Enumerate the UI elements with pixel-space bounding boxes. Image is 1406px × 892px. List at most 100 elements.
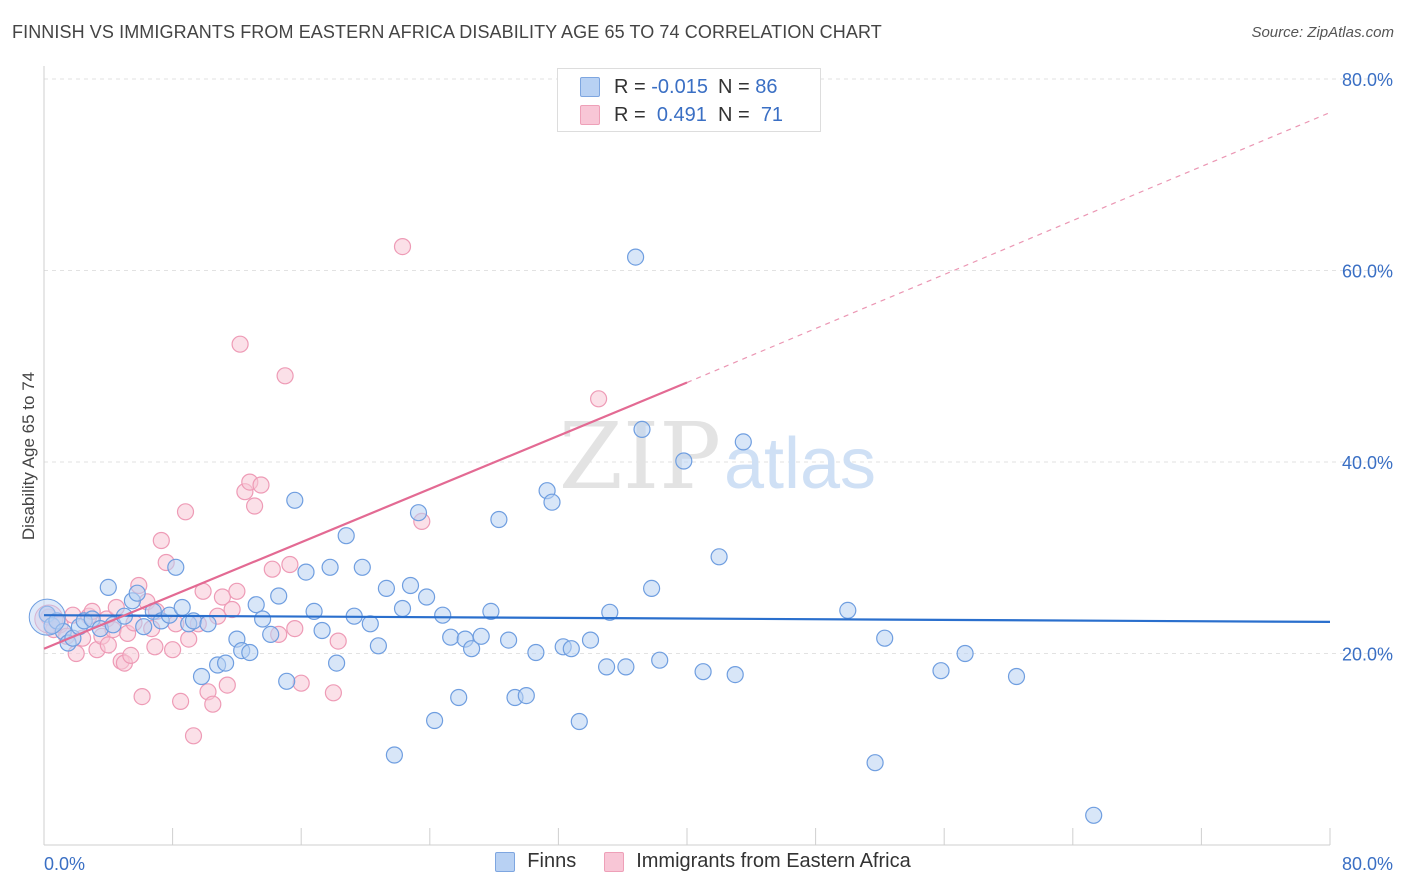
finns-point xyxy=(839,601,857,620)
finns-point xyxy=(710,548,728,566)
immigrants-point xyxy=(213,588,231,606)
immigrants-point xyxy=(184,727,203,745)
finns-point xyxy=(426,711,444,730)
immigrants-point xyxy=(276,367,294,385)
stats-row-finns: R = -0.015 N = 86 xyxy=(580,72,778,102)
finns-point xyxy=(313,621,331,640)
finns-point xyxy=(450,688,468,707)
finns-point xyxy=(726,665,744,684)
y-tick-label: 40.0% xyxy=(1342,453,1393,473)
finns-point xyxy=(337,527,355,545)
finns-point xyxy=(866,754,884,772)
finns-point xyxy=(270,587,288,605)
finns-swatch xyxy=(580,77,600,97)
finns-point xyxy=(626,248,645,266)
finns-point xyxy=(369,637,387,655)
finns-swatch xyxy=(495,851,516,872)
finns-point xyxy=(199,615,217,633)
legend-label: Immigrants from Eastern Africa xyxy=(636,850,911,872)
immigrants-point xyxy=(164,641,182,659)
finns-point xyxy=(527,643,545,662)
finns-point xyxy=(597,658,616,676)
r-value: -0.015 xyxy=(651,75,708,98)
legend-label: Finns xyxy=(527,850,577,872)
finns-point xyxy=(128,584,146,602)
finns-point xyxy=(286,491,304,509)
finns-point xyxy=(490,510,508,529)
immigrants-point xyxy=(172,692,190,711)
immigrants-point xyxy=(263,560,281,578)
finns-point xyxy=(361,615,379,633)
immigrants-point xyxy=(223,600,241,619)
immigrants-point xyxy=(292,674,310,692)
immigrants-point xyxy=(281,555,299,574)
immigrants-trend-line xyxy=(43,381,688,650)
stats-legend: R = -0.015 N = 86 R = 0.491 N = 71 xyxy=(557,68,821,132)
finns-point xyxy=(173,598,191,617)
immigrants-point xyxy=(589,390,608,408)
legend-item-immigrants[interactable]: Immigrants from Eastern Africa xyxy=(604,850,911,873)
finns-point xyxy=(192,667,211,686)
n-value: 71 xyxy=(760,103,784,126)
immigrants-trend-extension xyxy=(686,111,1331,384)
y-tick-label: 60.0% xyxy=(1342,262,1393,282)
finns-point xyxy=(217,654,235,672)
finns-point xyxy=(1007,667,1026,686)
source-credit: Source: ZipAtlas.com xyxy=(1251,24,1394,41)
finns-point xyxy=(167,558,185,576)
r-label: R = xyxy=(614,75,646,98)
finns-trend-line xyxy=(43,614,1331,624)
finns-point xyxy=(409,504,428,522)
finns-point xyxy=(1085,806,1103,824)
finns-point xyxy=(321,558,339,576)
immigrants-point xyxy=(231,335,249,353)
finns-point xyxy=(876,629,894,647)
finns-point xyxy=(617,658,635,676)
finns-point xyxy=(297,563,315,581)
finns-point xyxy=(377,579,395,598)
finns-point xyxy=(254,610,272,628)
finns-point xyxy=(570,712,588,731)
r-value: 0.491 xyxy=(656,103,707,126)
x-tick-label: 0.0% xyxy=(44,854,85,874)
immigrants-point xyxy=(246,497,264,515)
immigrants-point xyxy=(133,687,151,706)
finns-point xyxy=(305,602,323,621)
finns-point xyxy=(500,631,518,649)
finns-point xyxy=(543,493,561,511)
immigrants-point xyxy=(393,238,412,256)
n-value: 86 xyxy=(755,75,778,98)
finns-point xyxy=(99,578,117,597)
immigrants-point xyxy=(218,676,236,694)
y-axis-label: Disability Age 65 to 74 xyxy=(19,372,38,540)
immigrants-point xyxy=(122,646,140,665)
series-legend: Finns Immigrants from Eastern Africa xyxy=(0,850,1406,873)
finns-point xyxy=(418,588,436,606)
finns-point xyxy=(517,686,535,705)
y-tick-label: 20.0% xyxy=(1342,645,1393,665)
n-label: N = xyxy=(718,103,750,126)
finns-point xyxy=(562,640,580,658)
immigrants-point xyxy=(324,684,342,702)
finns-point xyxy=(328,654,346,672)
finns-point xyxy=(434,606,452,624)
immigrants-point xyxy=(152,531,170,550)
finns-point xyxy=(278,672,296,690)
finns-point xyxy=(135,618,153,636)
immigrants-point xyxy=(99,636,117,654)
finns-point xyxy=(633,420,651,438)
immigrants-point xyxy=(176,503,195,521)
finns-point xyxy=(956,644,974,663)
finns-point xyxy=(482,602,500,621)
immigrants-point xyxy=(252,476,270,494)
r-label: R = xyxy=(614,103,646,126)
legend-item-finns[interactable]: Finns xyxy=(495,850,576,873)
finns-point xyxy=(932,662,950,680)
immigrants-point xyxy=(228,582,246,600)
immigrants-point xyxy=(146,638,164,656)
finns-point xyxy=(601,603,619,621)
immigrants-point xyxy=(204,695,222,713)
finns-point xyxy=(472,627,490,645)
finns-point xyxy=(651,651,669,669)
